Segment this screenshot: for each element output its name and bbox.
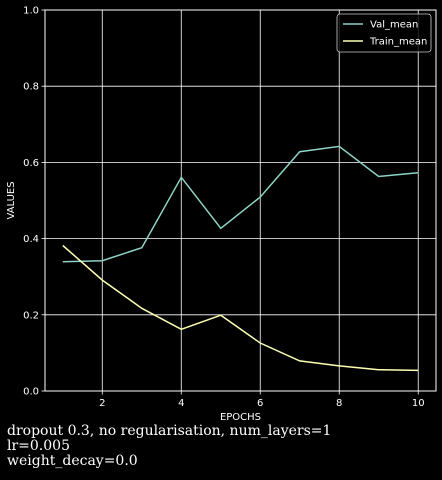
series-line-train-mean bbox=[62, 244, 419, 372]
legend: Val_mean Train_mean bbox=[336, 13, 432, 53]
y-tick-label: 0.4 bbox=[23, 234, 39, 245]
legend-entry: Val_mean bbox=[370, 20, 418, 31]
x-tick-label: 8 bbox=[336, 398, 342, 409]
x-tick-label: 6 bbox=[257, 398, 263, 409]
x-tick-label: 2 bbox=[99, 398, 105, 409]
caption-line-2: lr=0.005 bbox=[7, 438, 70, 454]
caption-line-1: dropout 0.3, no regularisation, num_laye… bbox=[7, 423, 332, 439]
axis-ticks: 2 4 6 8 10 0.0 0.2 0.4 0.6 0.8 1.0 bbox=[23, 6, 425, 410]
x-axis-label: EPOCHS bbox=[220, 412, 261, 420]
plot-lines bbox=[62, 145, 419, 372]
x-tick-label: 4 bbox=[178, 398, 184, 409]
x-tick-label: 10 bbox=[412, 398, 425, 409]
y-axis-label: VALUES bbox=[6, 181, 17, 219]
series-line-val-mean bbox=[62, 145, 419, 263]
y-tick-label: 1.0 bbox=[23, 6, 39, 17]
figure-caption: dropout 0.3, no regularisation, num_laye… bbox=[7, 424, 331, 469]
plot-frame bbox=[44, 9, 437, 392]
y-tick-label: 0.0 bbox=[23, 387, 39, 398]
y-tick-label: 0.2 bbox=[23, 310, 39, 321]
y-tick-label: 0.8 bbox=[23, 82, 39, 93]
y-tick-label: 0.6 bbox=[23, 158, 39, 169]
line-chart: 2 4 6 8 10 0.0 0.2 0.4 0.6 0.8 1.0 EPOCHS VALUES V… bbox=[6, 6, 437, 420]
caption-line-3: weight_decay=0.0 bbox=[7, 453, 138, 469]
grid-lines bbox=[45, 9, 436, 392]
legend-entry: Train_mean bbox=[369, 37, 427, 48]
